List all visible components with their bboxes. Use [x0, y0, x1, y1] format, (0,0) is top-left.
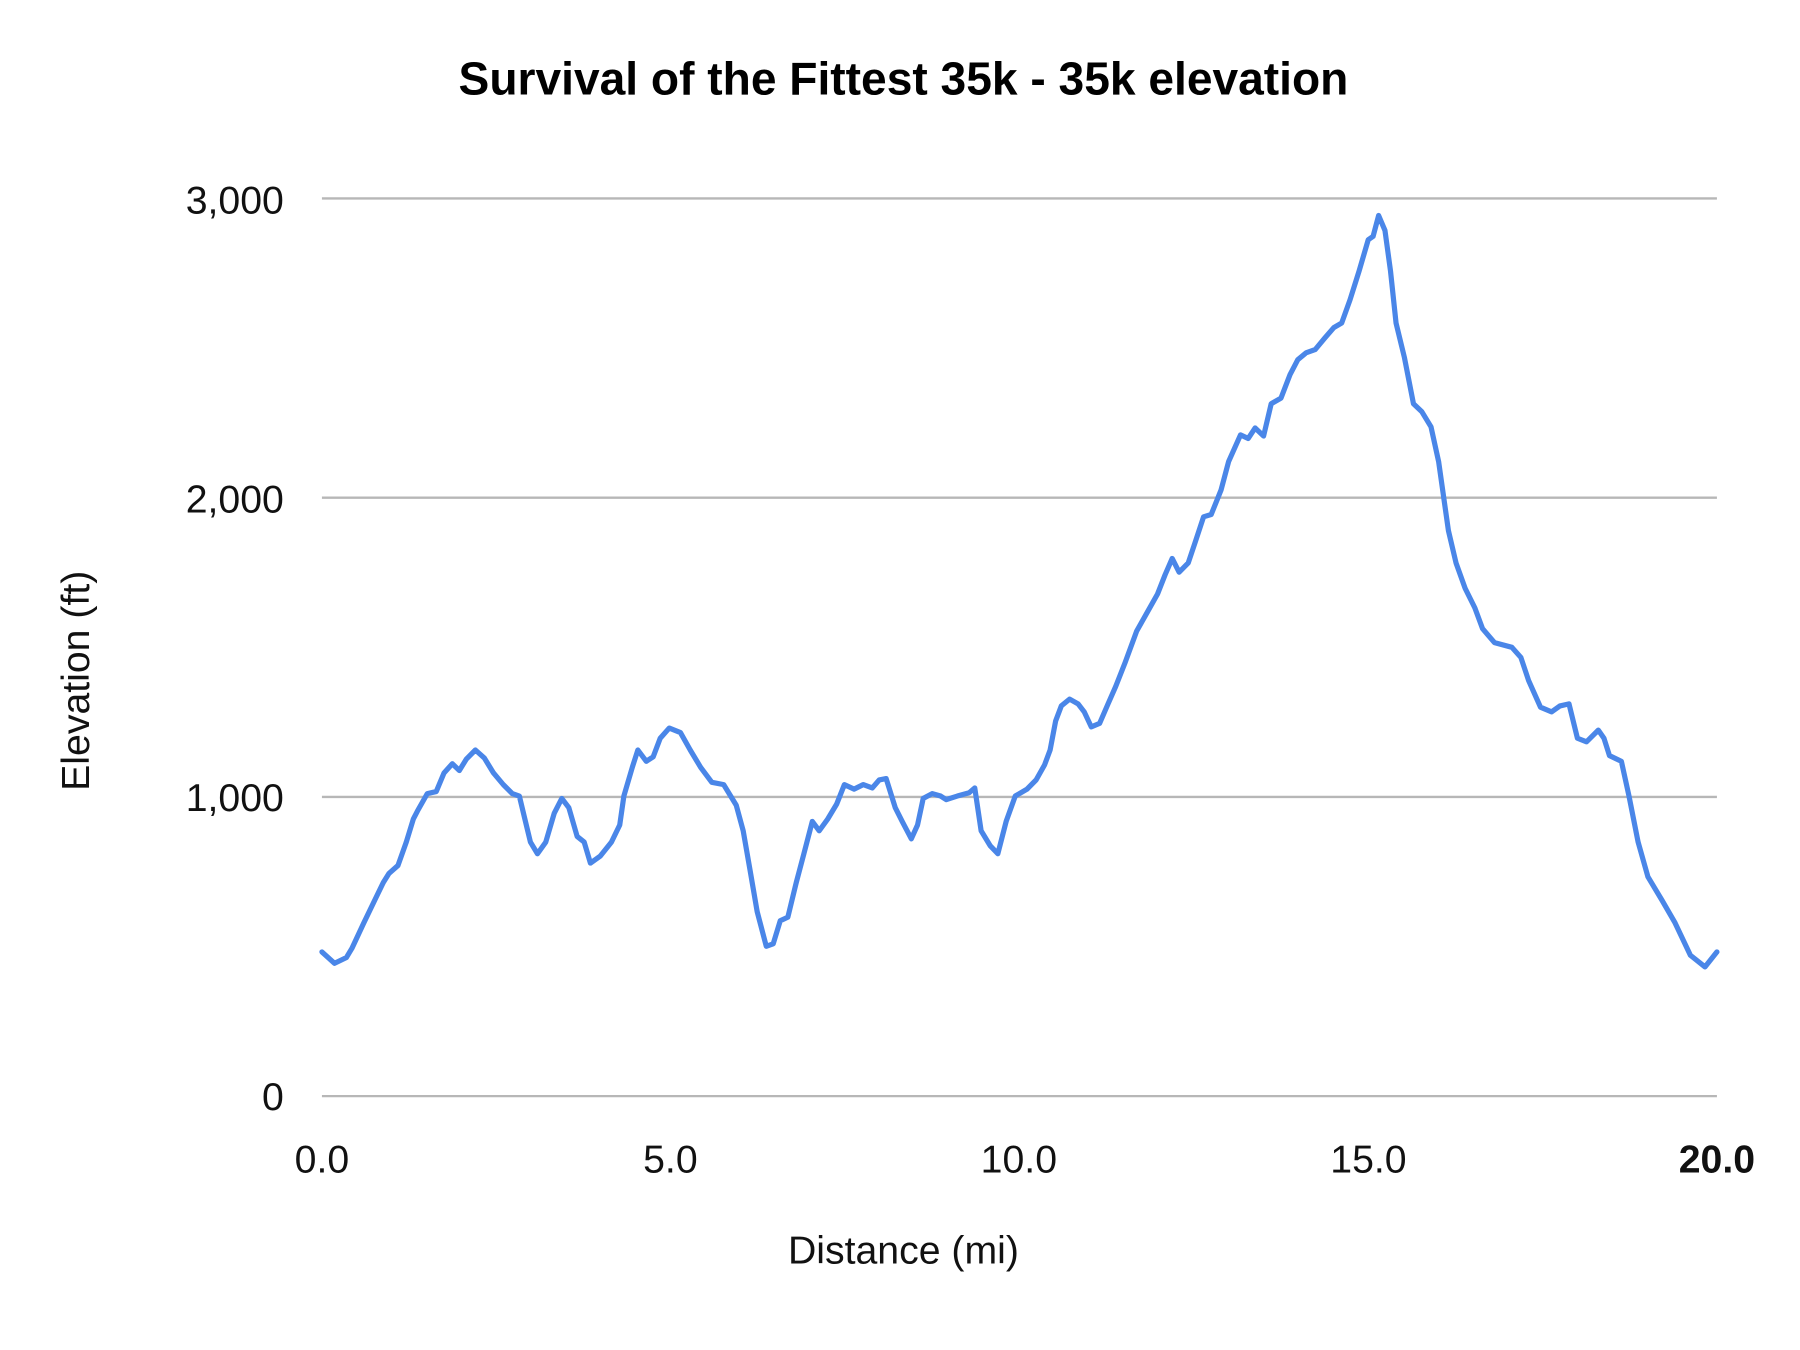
chart-title: Survival of the Fittest 35k - 35k elevat… — [459, 53, 1349, 105]
x-axis-label: Distance (mi) — [788, 1228, 1019, 1272]
x-tick-label: 10.0 — [981, 1137, 1057, 1181]
y-tick-label: 0 — [262, 1075, 284, 1119]
y-tick-labels: 0 1,000 2,000 3,000 — [186, 178, 284, 1119]
x-tick-label: 5.0 — [643, 1137, 698, 1181]
y-axis-label: Elevation (ft) — [54, 571, 98, 791]
x-tick-label: 20.0 — [1679, 1137, 1755, 1181]
y-tick-label: 3,000 — [186, 178, 284, 222]
gridlines — [321, 197, 1717, 1098]
y-tick-label: 2,000 — [186, 477, 284, 521]
x-tick-label: 0.0 — [295, 1137, 350, 1181]
y-tick-label: 1,000 — [186, 776, 284, 820]
elevation-series-line — [319, 212, 1720, 970]
x-tick-label: 15.0 — [1330, 1137, 1406, 1181]
x-tick-labels: 0.0 5.0 10.0 15.0 20.0 — [295, 1137, 1755, 1181]
